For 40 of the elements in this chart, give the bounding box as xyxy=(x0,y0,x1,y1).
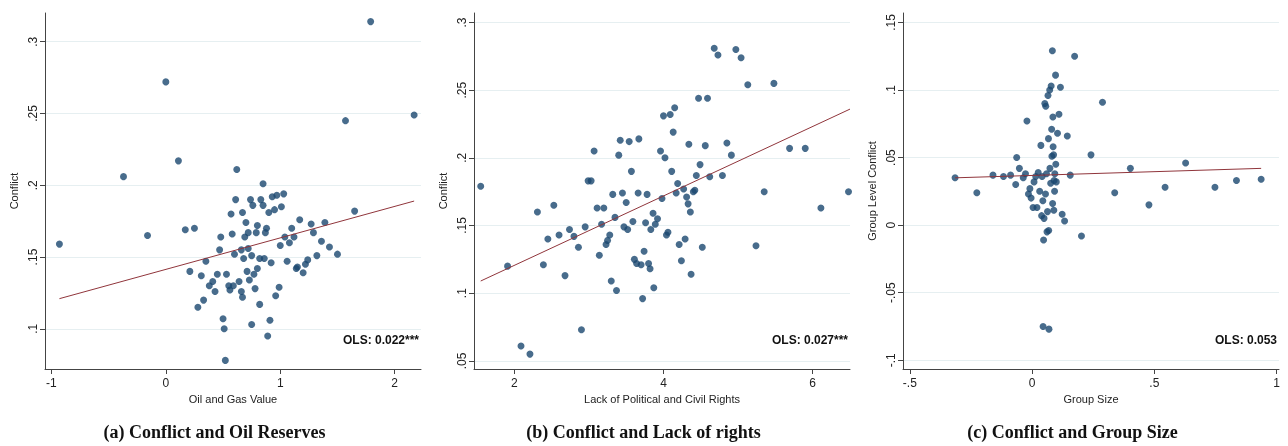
y-tick-label: .05 xyxy=(884,148,898,166)
x-axis-title: Group Size xyxy=(1063,393,1119,406)
x-tick-label: -.5 xyxy=(902,376,918,390)
y-tick-label: .05 xyxy=(455,352,469,370)
x-tick-label: -1 xyxy=(46,376,58,390)
y-tick-label: .25 xyxy=(26,104,40,122)
x-tick-label: 4 xyxy=(660,376,668,390)
y-tick-label: 0 xyxy=(884,221,898,229)
y-tick-label: .15 xyxy=(455,216,469,234)
y-tick-label: .25 xyxy=(455,81,469,99)
annotation: OLS: 0.027*** xyxy=(771,333,849,347)
y-tick-label: .2 xyxy=(26,179,40,191)
y-tick-label: .15 xyxy=(884,13,898,31)
x-tick-label: 2 xyxy=(510,376,518,390)
x-axis-title: Oil and Gas Value xyxy=(188,393,278,406)
annotation: OLS: 0.053 xyxy=(1214,333,1278,347)
x-tick-label: 2 xyxy=(391,376,399,390)
text: (b) Conflict and Lack of rights xyxy=(526,422,761,443)
y-axis-title: Conflict xyxy=(7,172,20,210)
x-tick-label: 1 xyxy=(276,376,284,390)
y-tick-label: .1 xyxy=(455,287,469,299)
y-tick-label: .3 xyxy=(455,17,469,28)
x-tick-label: 0 xyxy=(162,376,170,390)
x-tick-label: .5 xyxy=(1149,376,1160,390)
y-axis-title: Conflict xyxy=(436,172,449,210)
y-tick-label: .2 xyxy=(455,152,469,163)
x-axis-title: Lack of Political and Civil Rights xyxy=(584,393,741,406)
annotation: OLS: 0.022*** xyxy=(342,333,420,347)
y-axis-title: Group Level Conflict xyxy=(865,141,878,241)
text: (a) Conflict and Oil Reserves xyxy=(103,422,326,443)
y-tick-label: .3 xyxy=(26,36,40,47)
y-tick-label: -.05 xyxy=(884,282,898,304)
x-tick-label: 0 xyxy=(1028,376,1036,390)
text: (c) Conflict and Group Size xyxy=(967,422,1178,443)
x-tick-label: 1 xyxy=(1273,376,1281,390)
y-tick-label: .15 xyxy=(26,248,40,266)
x-tick-label: 6 xyxy=(809,376,817,390)
y-tick-label: .1 xyxy=(26,323,40,334)
y-tick-label: .1 xyxy=(884,84,898,96)
y-tick-label: -.1 xyxy=(884,352,898,368)
